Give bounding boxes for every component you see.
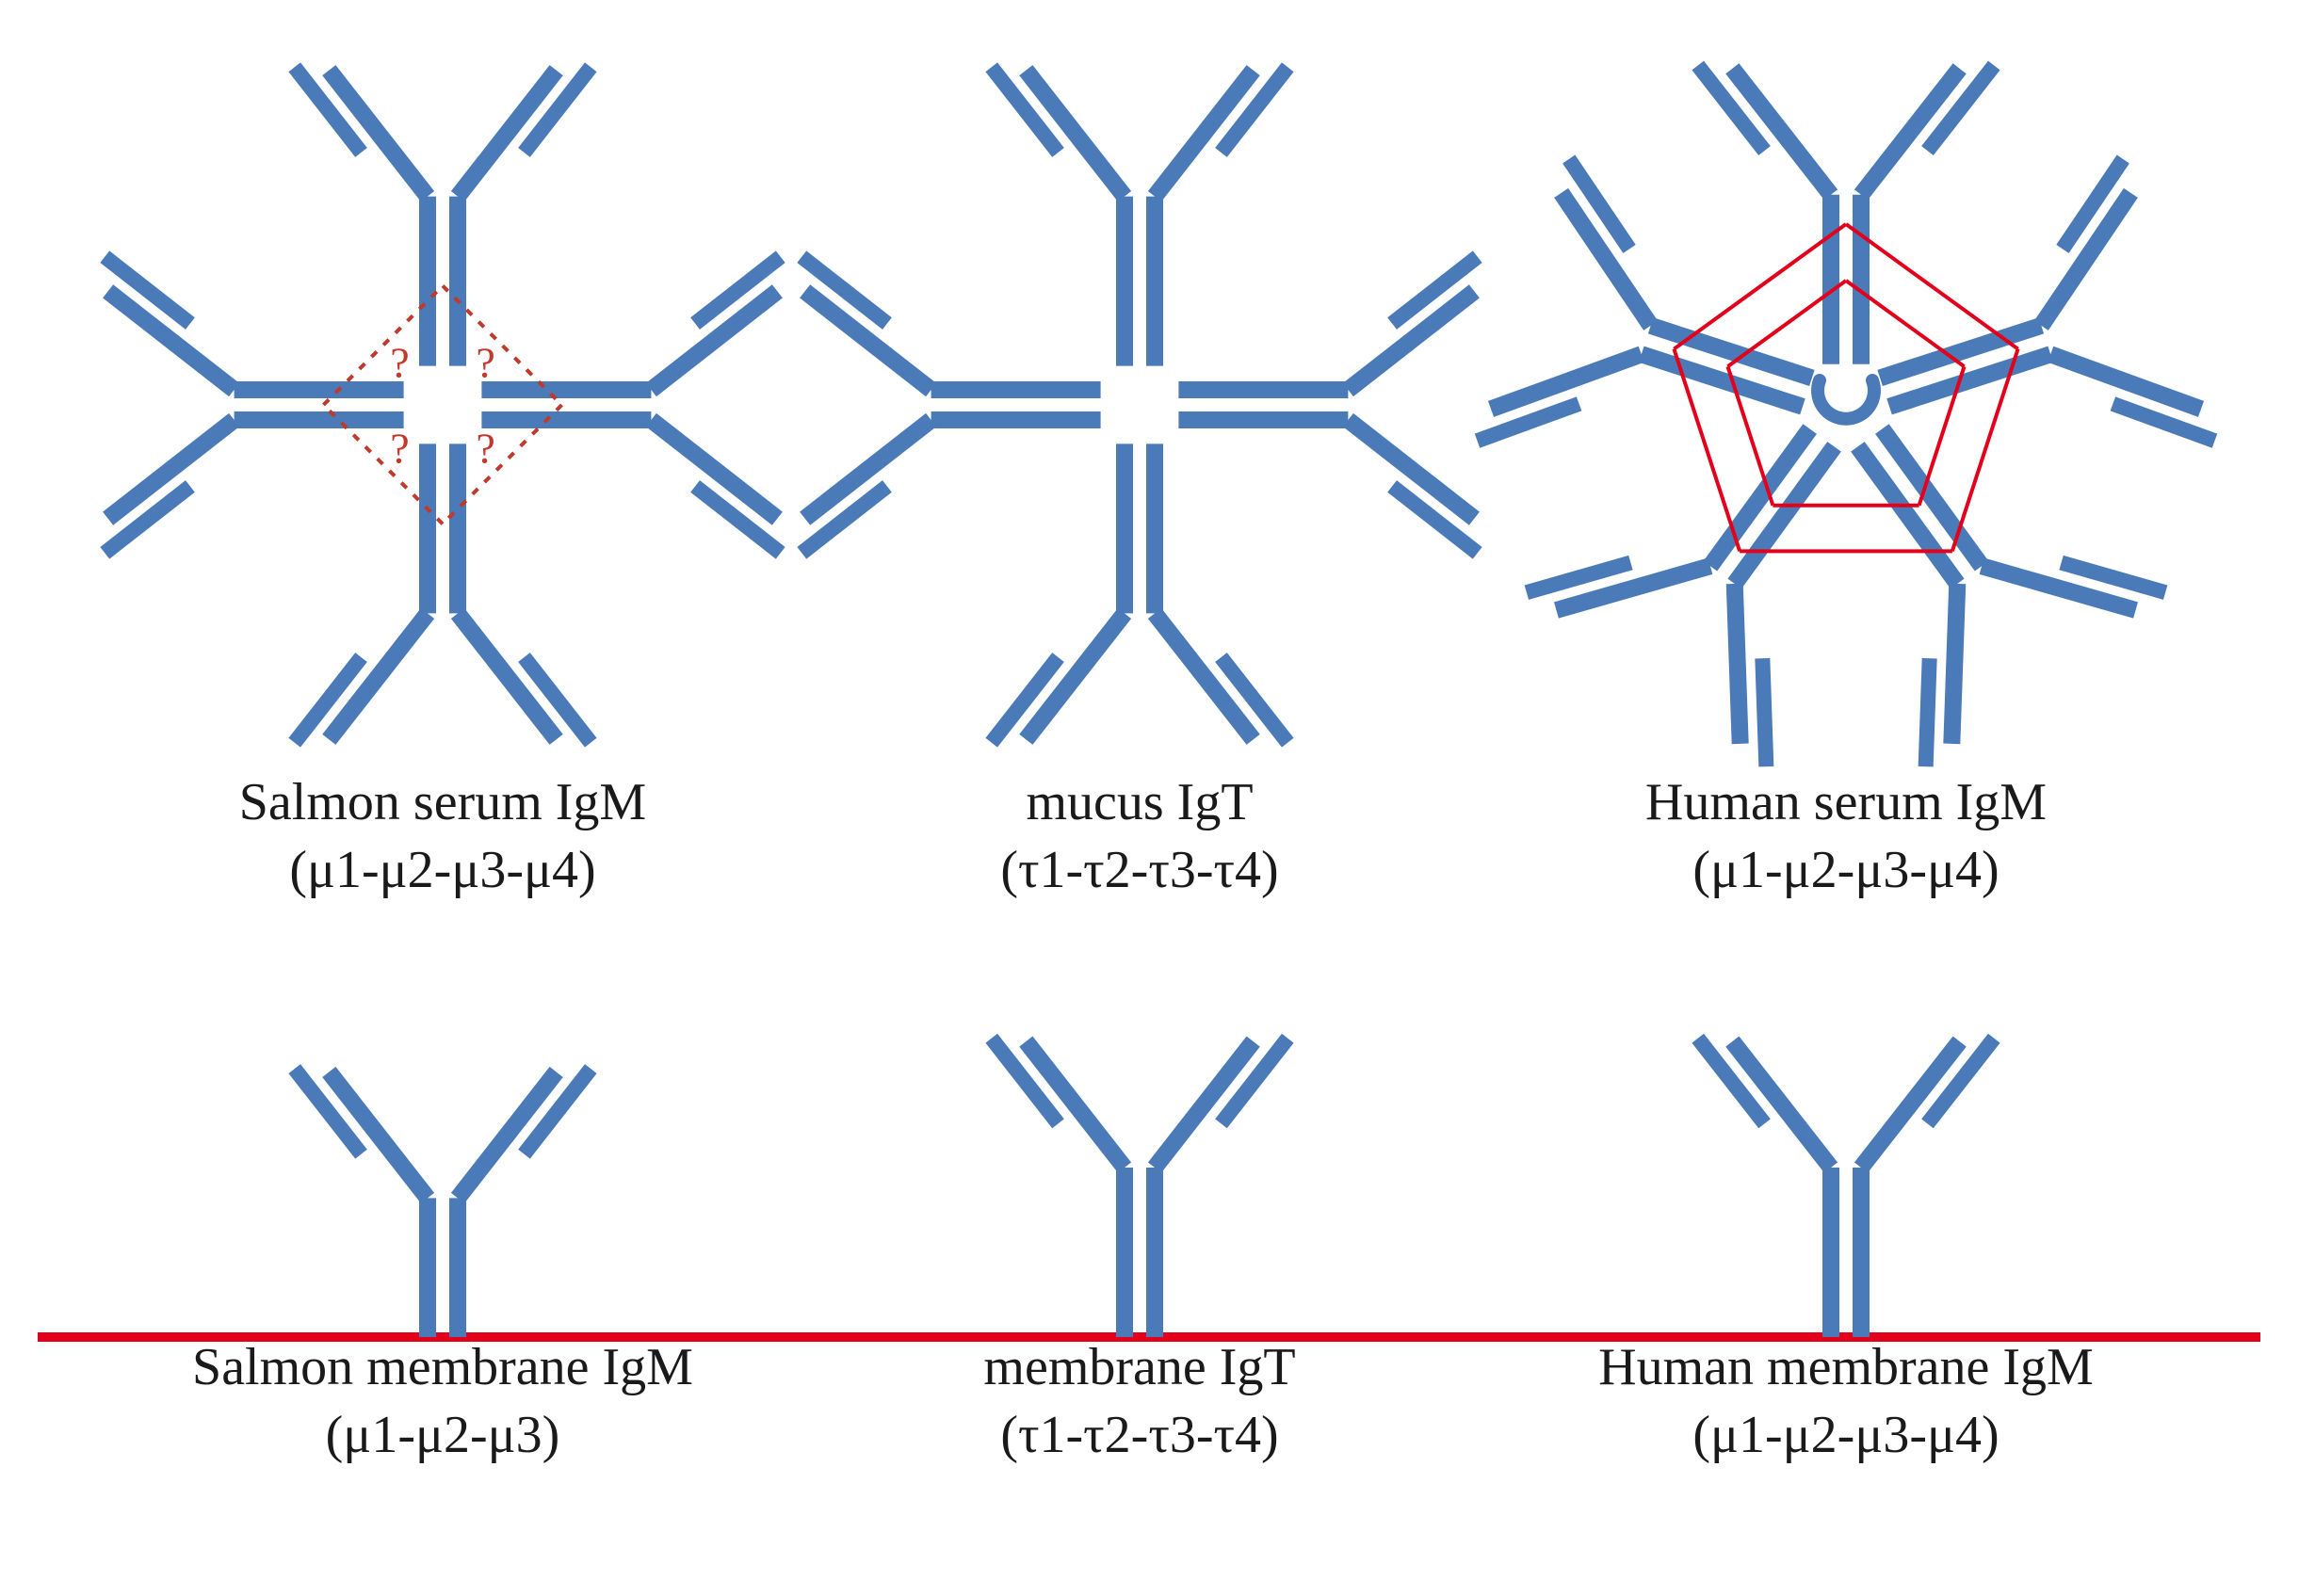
- membrane-igt-caption: membrane IgT (τ1-τ2-τ3-τ4): [983, 1338, 1295, 1464]
- human-serum-igm-subtitle: (μ1-μ2-μ3-μ4): [1692, 841, 1999, 899]
- mucus-igt-title: mucus IgT: [1026, 773, 1253, 831]
- salmon-serum-igm-links: ????: [324, 286, 562, 524]
- salmon-serum-igm-caption: Salmon serum IgM (μ1-μ2-μ3-μ4): [239, 773, 646, 899]
- human-serum-igm-title: Human serum IgM: [1645, 773, 2047, 831]
- membrane-igt-subtitle: (τ1-τ2-τ3-τ4): [1000, 1406, 1278, 1464]
- question-mark: ?: [390, 425, 409, 473]
- salmon-serum-igm-subtitle: (μ1-μ2-μ3-μ4): [289, 841, 595, 899]
- human-membrane-igm: [1698, 1039, 1995, 1337]
- salmon-membrane-igm-subtitle: (μ1-μ2-μ3): [326, 1406, 560, 1464]
- j-chain: [1818, 380, 1874, 419]
- question-mark: ?: [476, 338, 494, 386]
- salmon-serum-igm: ????: [105, 67, 780, 742]
- human-serum-igm: [1478, 65, 2215, 766]
- mucus-igt-caption: mucus IgT (τ1-τ2-τ3-τ4): [1000, 773, 1278, 899]
- mucus-igt: [801, 67, 1477, 742]
- membrane-igt: [992, 1039, 1288, 1337]
- membrane-igt-title: membrane IgT: [983, 1338, 1295, 1396]
- mucus-igt-subtitle: (τ1-τ2-τ3-τ4): [1000, 841, 1278, 899]
- human-membrane-igm-title: Human membrane IgM: [1598, 1338, 2094, 1396]
- question-mark: ?: [390, 338, 409, 386]
- salmon-membrane-igm-title: Salmon membrane IgM: [192, 1338, 693, 1396]
- human-serum-igm-caption: Human serum IgM (μ1-μ2-μ3-μ4): [1645, 773, 2047, 899]
- human-membrane-igm-subtitle: (μ1-μ2-μ3-μ4): [1692, 1406, 1999, 1464]
- salmon-membrane-igm: [295, 1069, 591, 1337]
- human-membrane-igm-caption: Human membrane IgM (μ1-μ2-μ3-μ4): [1598, 1338, 2094, 1464]
- salmon-membrane-igm-caption: Salmon membrane IgM (μ1-μ2-μ3): [192, 1338, 693, 1464]
- salmon-serum-igm-title: Salmon serum IgM: [239, 773, 646, 831]
- question-mark: ?: [476, 425, 494, 473]
